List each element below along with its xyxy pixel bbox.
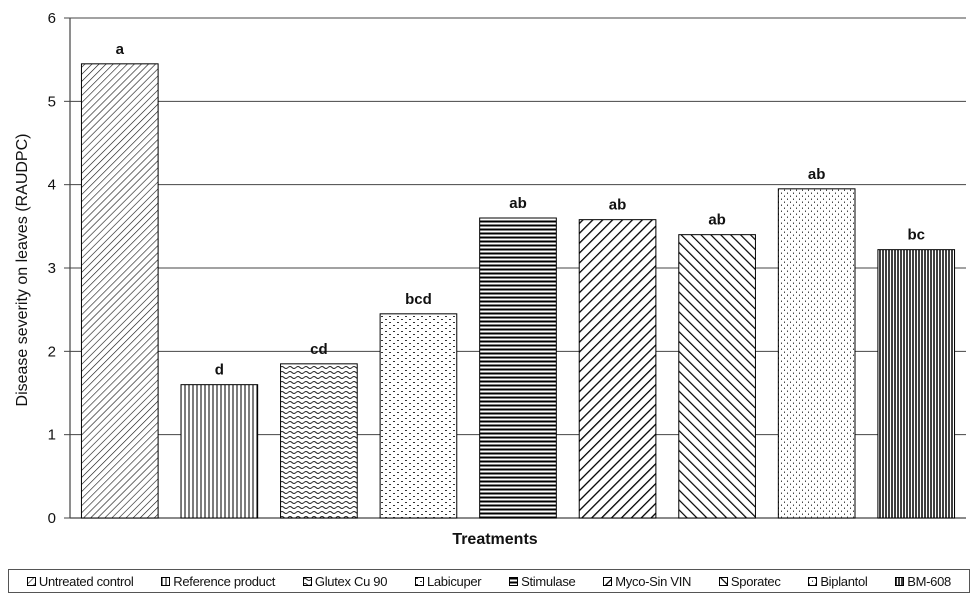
bar-reference-product — [180, 384, 259, 519]
y-tick-label: 5 — [48, 93, 56, 110]
legend-item: Myco-Sin VIN — [603, 574, 691, 589]
bars — [80, 63, 956, 519]
legend-swatch — [26, 576, 36, 586]
bar-chart: 0 1 2 3 4 5 6 a d cd bcd ab ab ab ab bc Disease severi… — [14, 10, 966, 548]
legend-item: BM-608 — [895, 574, 951, 589]
significance-label: cd — [310, 341, 328, 358]
legend-label: Myco-Sin VIN — [615, 573, 692, 589]
legend-swatch — [718, 576, 728, 586]
bar-biplantol — [777, 188, 856, 519]
legend-item: Glutex Cu 90 — [302, 573, 388, 589]
bar-untreated-control — [80, 63, 159, 519]
significance-label: ab — [708, 212, 726, 229]
significance-label: bcd — [405, 291, 432, 308]
legend-label: Biplantol — [820, 573, 868, 589]
y-tick-label: 0 — [48, 510, 56, 527]
legend-swatch — [302, 576, 312, 586]
significance-label: d — [215, 362, 224, 379]
y-tick-label: 3 — [48, 260, 56, 277]
legend-item: Biplantol — [808, 573, 868, 589]
legend-item: Untreated control — [26, 573, 134, 589]
legend-label: Untreated control — [38, 573, 134, 589]
legend-label: Stimulase — [521, 573, 576, 589]
y-axis-label: Disease severity on leaves (RAUDPC) — [14, 134, 31, 407]
legend-swatch — [161, 576, 171, 586]
legend-item: Labicuper — [414, 573, 482, 589]
legend-label: BM-608 — [907, 573, 951, 589]
significance-labels: a d cd bcd ab ab ab ab bc — [116, 41, 925, 379]
legend-swatch — [414, 576, 424, 586]
legend-label: Labicuper — [426, 573, 482, 589]
bar-stimulase — [479, 217, 557, 519]
significance-label: a — [116, 41, 125, 58]
y-tick-label: 2 — [48, 343, 56, 360]
x-axis-label: Treatments — [452, 531, 537, 548]
significance-label: ab — [609, 197, 627, 214]
bar-sporatec — [678, 234, 756, 519]
legend-swatch — [603, 576, 613, 586]
legend-item: Stimulase — [509, 573, 576, 589]
bar-labicuper — [379, 313, 458, 519]
legend-item: Sporatec — [718, 573, 781, 589]
legend-item: Reference product — [161, 574, 275, 589]
legend-label: Sporatec — [730, 573, 781, 589]
legend-swatch — [509, 576, 519, 586]
bar-glutex-cu-90 — [280, 363, 358, 519]
significance-label: bc — [907, 227, 925, 244]
legend-swatch — [895, 576, 905, 586]
significance-label: ab — [808, 166, 826, 183]
legend: Untreated control Reference product Glutex… — [8, 569, 970, 593]
y-tick-label: 4 — [48, 177, 56, 194]
legend-swatch — [808, 576, 818, 586]
legend-label: Glutex Cu 90 — [314, 573, 388, 589]
significance-label: ab — [509, 195, 527, 212]
y-tick-label: 1 — [48, 427, 56, 444]
y-tick-label: 6 — [48, 10, 56, 27]
legend-label: Reference product — [173, 573, 276, 589]
bar-bm-608 — [877, 249, 956, 519]
bar-myco-sin-vin — [578, 219, 657, 519]
